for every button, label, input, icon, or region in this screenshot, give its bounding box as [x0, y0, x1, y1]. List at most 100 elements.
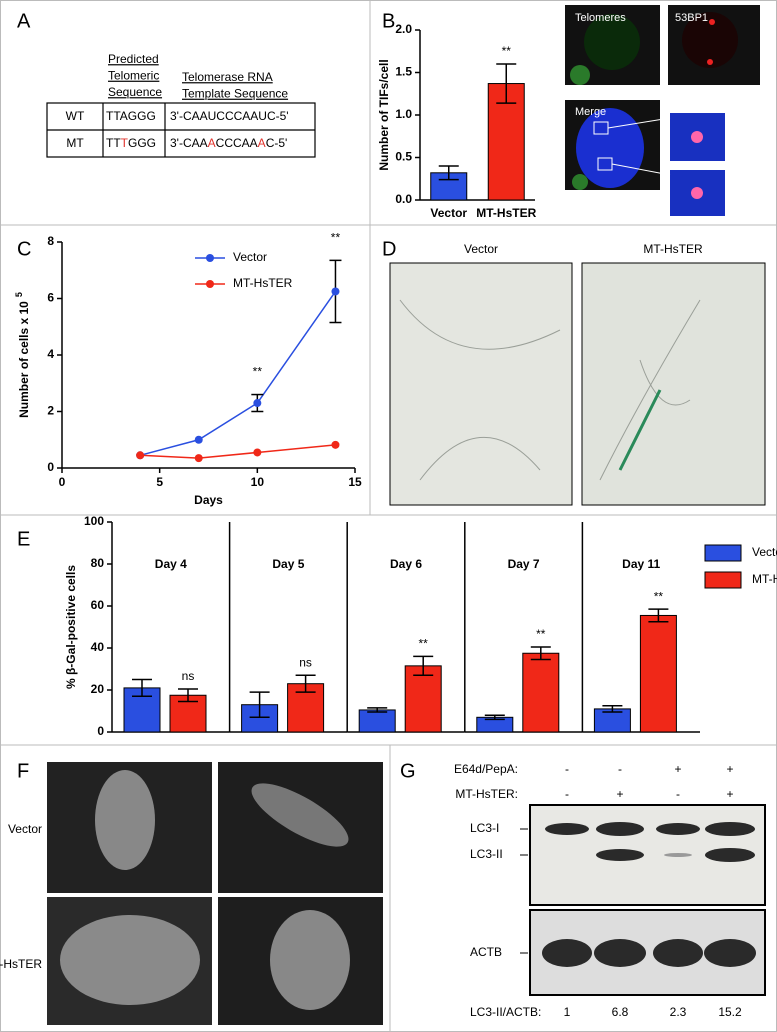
- x-tick-label: 10: [251, 475, 265, 489]
- point: [253, 448, 262, 457]
- condition-state: -: [565, 762, 569, 776]
- annotation: **: [654, 589, 664, 603]
- micrographs-f: [47, 762, 383, 1025]
- point: [331, 287, 340, 296]
- condition-state: -: [618, 762, 622, 776]
- sequence-segment: 3'-CAAUCCCAAUC-5': [170, 109, 289, 123]
- bar: [358, 709, 396, 733]
- panel-letter: D: [382, 238, 396, 260]
- facet-title: Day 4: [155, 557, 187, 571]
- table-header: Predicted: [108, 52, 159, 66]
- facet-title: Day 5: [272, 557, 304, 571]
- y-tick-label: 100: [84, 514, 104, 528]
- line: [139, 291, 337, 457]
- annotation: **: [419, 637, 429, 651]
- y-tick-label: 1.0: [395, 107, 412, 121]
- x-tick-label: Vector: [430, 206, 467, 220]
- ratio-value: 1: [564, 1005, 571, 1019]
- point: [194, 454, 203, 463]
- condition-state: -: [676, 787, 680, 801]
- y-axis-label: % β-Gal-positive cells: [64, 565, 78, 689]
- image-label: Merge: [575, 106, 606, 118]
- point: [136, 451, 145, 460]
- blot: [529, 804, 766, 996]
- legend-label: Vector: [752, 545, 777, 559]
- image-label: MT-HsTER: [643, 242, 703, 256]
- table-header: Template Sequence: [182, 87, 288, 101]
- y-tick-label: 6: [47, 291, 54, 305]
- sequence-segment: TT: [106, 136, 121, 150]
- legend-swatch: [704, 571, 742, 589]
- image-label: MT-HsTER: [0, 957, 42, 971]
- ratio-value: 2.3: [670, 1005, 687, 1019]
- annotation: ns: [182, 669, 195, 683]
- x-tick-label: 15: [348, 475, 362, 489]
- row-name: MT: [66, 136, 84, 150]
- y-tick-label: 60: [91, 598, 105, 612]
- panel-letter: F: [17, 760, 29, 782]
- y-tick-label: 20: [91, 682, 105, 696]
- annotation: **: [253, 365, 263, 379]
- y-tick-label: 0: [97, 724, 104, 738]
- sequence: 3'-CAAACCCAAAC-5': [170, 136, 287, 150]
- y-tick-label: 2.0: [395, 22, 412, 36]
- condition-label: E64d/PepA:: [454, 762, 518, 776]
- table-header: Telomerase RNA: [182, 70, 273, 84]
- y-tick-label: 0.0: [395, 192, 412, 206]
- sequence-segment: TTAGGG: [106, 109, 156, 123]
- y-tick-label: 80: [91, 556, 105, 570]
- sequence: TTAGGG: [106, 109, 156, 123]
- annotation: ns: [299, 655, 312, 669]
- legend-label: MT-HsTER: [233, 276, 293, 290]
- legend-marker: [206, 280, 214, 288]
- image-label: Vector: [464, 242, 498, 256]
- y-axis-label: Number of TIFs/cell: [377, 59, 391, 170]
- annotation: **: [502, 44, 512, 58]
- sequence-segment: CCCAA: [216, 136, 258, 150]
- table-header: Telomeric: [108, 69, 159, 83]
- panel-letter: A: [17, 10, 31, 32]
- ratio-value: 6.8: [612, 1005, 629, 1019]
- y-tick-label: 8: [47, 234, 54, 248]
- sequence-segment: C-5': [266, 136, 288, 150]
- table-grid: [46, 102, 316, 158]
- micrographs-b: [565, 5, 760, 216]
- annotation: **: [536, 627, 546, 641]
- legend-swatch: [704, 544, 742, 562]
- sequence-segment: A: [258, 136, 266, 150]
- condition-label: MT-HsTER:: [455, 787, 518, 801]
- x-tick-label: MT-HsTER: [476, 206, 536, 220]
- x-tick-label: 0: [59, 475, 66, 489]
- ratio-value: 15.2: [718, 1005, 742, 1019]
- point: [194, 435, 203, 444]
- y-tick-label: 1.5: [395, 65, 412, 79]
- bar: [404, 665, 442, 733]
- band-label: LC3-II: [470, 847, 503, 861]
- panel-letter: E: [17, 528, 30, 550]
- legend-marker: [206, 254, 214, 262]
- sequence-segment: A: [208, 136, 216, 150]
- point: [331, 440, 340, 449]
- row-name: WT: [66, 109, 85, 123]
- y-tick-label: 2: [47, 404, 54, 418]
- image-label: Telomeres: [575, 12, 626, 24]
- condition-state: +: [674, 762, 681, 776]
- y-tick-label: 40: [91, 640, 105, 654]
- panel-letter: B: [382, 10, 395, 32]
- panel-letter: G: [400, 760, 416, 782]
- bar: [639, 614, 677, 733]
- band-label: LC3-I: [470, 821, 499, 835]
- y-axis-label-base: Number of cells x 10: [17, 301, 31, 418]
- y-tick-label: 4: [47, 347, 54, 361]
- image-label: 53BP1: [675, 12, 708, 24]
- sequence: TTTGGG: [106, 136, 156, 150]
- facet-title: Day 6: [390, 557, 422, 571]
- y-axis-label: Number of cells x 10 5: [14, 292, 31, 418]
- legend-label: Vector: [233, 250, 267, 264]
- bar: [169, 694, 207, 733]
- ratio-label: LC3-II/ACTB:: [470, 1005, 541, 1019]
- bar: [522, 652, 560, 733]
- x-axis-label: Days: [194, 493, 223, 507]
- x-tick-label: 5: [156, 475, 163, 489]
